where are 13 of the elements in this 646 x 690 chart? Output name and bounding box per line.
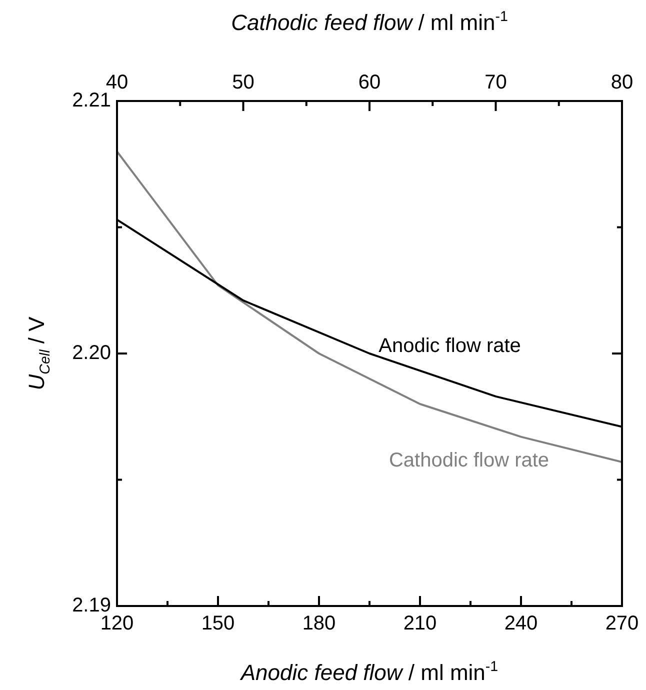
x-tick-label: 150: [201, 612, 235, 635]
y-axis-title: UCell / V: [24, 316, 54, 390]
x2-tick-label: 50: [232, 72, 254, 94]
series-label: Anodic flow rate: [378, 334, 521, 357]
x-tick-label: 240: [504, 612, 538, 635]
x-tick-label: 180: [302, 612, 336, 635]
x-tick-label: 210: [403, 612, 437, 635]
y-tick-label: 2.20: [72, 342, 111, 364]
x-tick-label: 270: [605, 612, 639, 635]
x2-tick-label: 80: [610, 72, 634, 94]
series-label: Cathodic flow rate: [388, 449, 550, 472]
x2-tick-label: 70: [484, 72, 507, 94]
x2-tick-label: 60: [358, 72, 381, 94]
